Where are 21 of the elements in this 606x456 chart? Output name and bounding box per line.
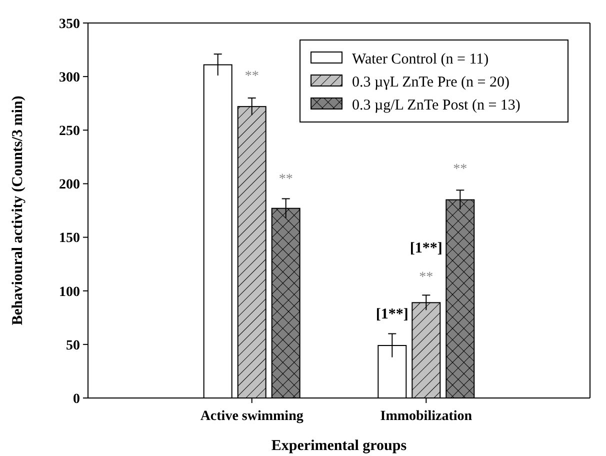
annotation: [1**] [376, 306, 408, 322]
y-tick-label: 350 [59, 16, 80, 32]
y-tick-label: 100 [59, 284, 80, 300]
x-tick-label: Immobilization [380, 409, 472, 424]
legend-label: 0.3 µg/L ZnTe Post (n = 13) [352, 97, 520, 114]
y-tick-label: 250 [59, 124, 80, 140]
annotation: ** [278, 172, 293, 187]
y-tick-label: 200 [59, 178, 80, 193]
annotation: ** [453, 162, 468, 177]
y-tick-label: 300 [59, 70, 80, 86]
annotation: ** [244, 68, 259, 84]
x-tick-label: Active swimming [200, 409, 304, 424]
annotation: ** [419, 270, 434, 285]
y-tick-label: 150 [59, 231, 80, 246]
legend-label: Water Control (n = 11) [352, 51, 489, 68]
annotation: [1**] [410, 240, 442, 256]
y-tick-label: 50 [66, 338, 80, 354]
legend-label: 0.3 µγL ZnTe Pre (n = 20) [352, 74, 510, 90]
y-tick-label: 0 [73, 392, 80, 407]
y-axis-title: Behavioural activity (Counts/3 min) [10, 96, 26, 326]
x-axis-title: Experimental groups [271, 438, 407, 454]
